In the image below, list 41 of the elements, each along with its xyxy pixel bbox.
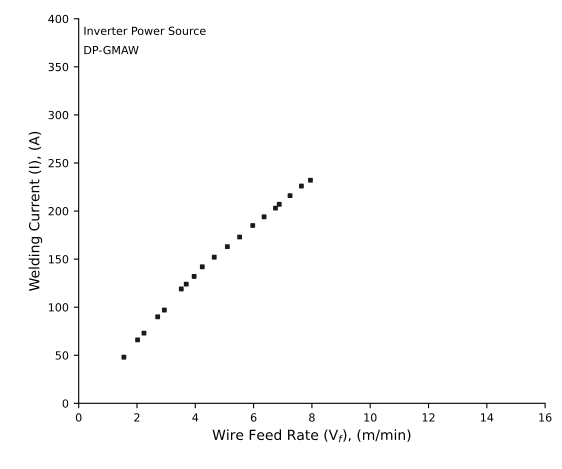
x-tick-label: 12 [422,413,434,422]
point [224,244,230,250]
point [262,214,266,220]
annotation: Inverter Power Source [84,26,206,36]
x-tick-label: 10 [364,413,377,422]
point [155,314,160,320]
y-tick-label: 100 [48,303,68,312]
y-tick-label: 400 [48,14,68,24]
point [308,178,313,183]
point [276,202,282,207]
point [135,337,140,342]
point [184,282,189,287]
y-tick-label: 300 [48,110,68,120]
x-axis-title: Wire Feed Rate (V$_{f}$), (m/min) [212,429,410,442]
point [237,234,242,240]
y-tick-label: 200 [48,207,68,216]
y-tick-label: 250 [48,158,68,168]
annotation: DP-GMAW [84,46,139,54]
y-tick-label: 350 [48,62,68,72]
y-axis-title: Welding Current (I), (A) [28,132,42,291]
point [178,286,184,292]
point [200,264,205,270]
point [250,223,256,228]
x-tick-label: 0 [76,413,82,422]
point [299,184,304,188]
x-tick-label: 2 [134,413,140,422]
point [288,193,292,198]
x-tick-label: 8 [309,413,315,422]
y-tick-label: 150 [48,255,68,264]
point [192,274,197,279]
point [212,254,217,260]
y-tick-label: 50 [56,351,68,360]
x-tick-label: 4 [192,413,198,422]
point [273,206,278,211]
x-tick-label: 16 [539,413,552,422]
point [142,330,146,336]
y-tick-label: 0 [62,399,68,408]
point [121,354,126,360]
x-tick-label: 6 [250,413,256,422]
point [162,308,167,312]
x-tick-label: 14 [480,413,494,422]
